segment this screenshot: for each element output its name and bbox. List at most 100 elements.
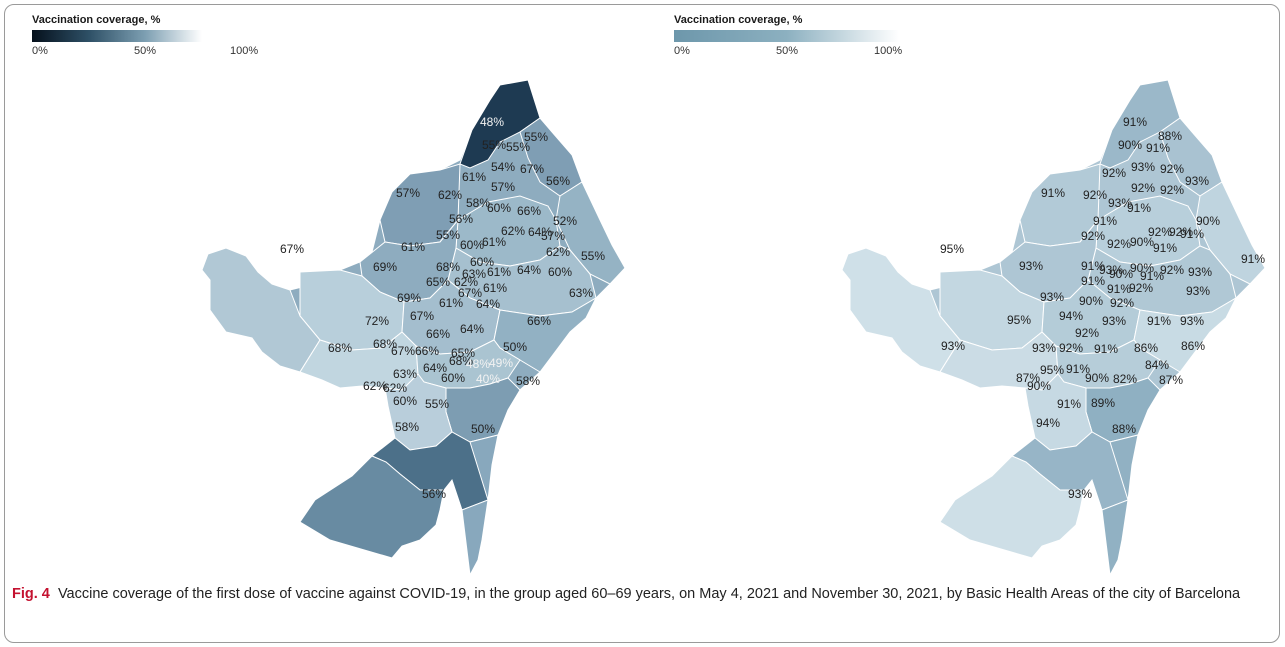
coverage-label: 63% — [462, 267, 486, 281]
coverage-label: 90% — [1085, 371, 1109, 385]
legend-gradient-bar — [32, 30, 202, 42]
coverage-label: 91% — [1241, 252, 1265, 266]
coverage-label: 93% — [1102, 314, 1126, 328]
coverage-label: 55% — [482, 138, 506, 152]
legend-tick: 50% — [776, 45, 799, 57]
coverage-label: 93% — [1180, 314, 1204, 328]
coverage-label: 61% — [401, 240, 425, 254]
coverage-label: 55% — [436, 228, 460, 242]
coverage-label: 92% — [1102, 166, 1126, 180]
coverage-label: 88% — [1158, 129, 1182, 143]
coverage-label: 54% — [491, 160, 515, 174]
coverage-label: 62% — [383, 381, 407, 395]
coverage-label: 63% — [569, 286, 593, 300]
legend-title: Vaccination coverage, % — [674, 14, 803, 26]
coverage-label: 64% — [517, 263, 541, 277]
legend-tick: 0% — [32, 45, 48, 57]
legend-tick: 100% — [230, 45, 259, 57]
coverage-label: 64% — [528, 225, 552, 239]
coverage-label: 93% — [1068, 487, 1092, 501]
coverage-label: 56% — [546, 174, 570, 188]
coverage-label: 94% — [1036, 416, 1060, 430]
coverage-label: 93% — [1131, 160, 1155, 174]
coverage-label: 60% — [460, 238, 484, 252]
health-area-region — [1195, 181, 1266, 285]
coverage-label: 91% — [1094, 342, 1118, 356]
coverage-label: 95% — [940, 242, 964, 256]
coverage-label: 61% — [439, 296, 463, 310]
coverage-label: 91% — [1057, 397, 1081, 411]
coverage-label: 82% — [1113, 372, 1137, 386]
coverage-label: 92% — [1131, 181, 1155, 195]
coverage-label: 68% — [328, 341, 352, 355]
coverage-label: 67% — [391, 344, 415, 358]
coverage-label: 72% — [365, 314, 389, 328]
coverage-label: 49% — [489, 356, 513, 370]
coverage-label: 90% — [1130, 261, 1154, 275]
coverage-label: 62% — [501, 224, 525, 238]
coverage-label: 62% — [454, 275, 478, 289]
coverage-label: 61% — [487, 265, 511, 279]
coverage-label: 91% — [1147, 314, 1171, 328]
coverage-label: 86% — [1134, 341, 1158, 355]
coverage-label: 68% — [436, 260, 460, 274]
coverage-label: 66% — [426, 327, 450, 341]
coverage-label: 52% — [553, 214, 577, 228]
coverage-label: 91% — [1123, 115, 1147, 129]
coverage-label: 91% — [1081, 259, 1105, 273]
health-area-region — [299, 455, 445, 559]
coverage-label: 93% — [1108, 196, 1132, 210]
coverage-label: 90% — [1130, 235, 1154, 249]
coverage-label: 60% — [548, 265, 572, 279]
health-area-region — [461, 434, 499, 577]
coverage-label: 93% — [1019, 259, 1043, 273]
coverage-label: 90% — [1118, 138, 1142, 152]
coverage-label: 68% — [449, 354, 473, 368]
coverage-label: 60% — [393, 394, 417, 408]
figure-caption: Fig. 4 Vaccine coverage of the first dos… — [12, 584, 1272, 604]
coverage-label: 60% — [487, 201, 511, 215]
coverage-label: 92% — [1160, 162, 1184, 176]
coverage-label: 64% — [476, 297, 500, 311]
coverage-label: 65% — [451, 346, 475, 360]
caption-text: Vaccine coverage of the first dose of va… — [57, 586, 1241, 602]
coverage-label: 62% — [363, 379, 387, 393]
map-may-2021: 48% 55% 55% 55% 61% 54% 67% 56% 57% 62% 58% 57% 66% 6… — [0, 70, 640, 580]
coverage-label: 94% — [1059, 309, 1083, 323]
coverage-label: 48% — [480, 115, 504, 129]
map-november-2021: 91% 88% 90% 91% 92% 93% 92% 93% 91% 92% 93% 92% 92% 9… — [640, 70, 1280, 580]
coverage-label: 62% — [438, 188, 462, 202]
coverage-label: 87% — [1159, 373, 1183, 387]
coverage-label: 91% — [1081, 274, 1105, 288]
coverage-label: 93% — [1188, 265, 1212, 279]
coverage-label: 61% — [483, 281, 507, 295]
coverage-label: 91% — [1140, 269, 1164, 283]
coverage-label: 67% — [520, 162, 544, 176]
coverage-label: 88% — [1112, 422, 1136, 436]
coverage-label: 91% — [1066, 362, 1090, 376]
coverage-label: 92% — [1110, 296, 1134, 310]
legend-right: Vaccination coverage, % 0% 50% 100% — [674, 14, 904, 64]
coverage-label: 69% — [373, 260, 397, 274]
coverage-label: 91% — [1146, 141, 1170, 155]
coverage-label: 57% — [541, 229, 565, 243]
coverage-label: 61% — [462, 170, 486, 184]
coverage-label: 92% — [1169, 225, 1193, 239]
coverage-label: 58% — [466, 196, 490, 210]
legend-tick: 0% — [674, 45, 690, 57]
coverage-label: 40% — [476, 372, 500, 386]
legend-left: Vaccination coverage, % 0% 50% 100% — [32, 14, 262, 64]
coverage-label: 56% — [422, 487, 446, 501]
coverage-label: 55% — [506, 140, 530, 154]
legend-tick: 50% — [134, 45, 157, 57]
coverage-label: 62% — [546, 245, 570, 259]
coverage-label: 90% — [1079, 294, 1103, 308]
coverage-label: 68% — [373, 337, 397, 351]
figure-frame — [4, 4, 1280, 643]
coverage-label: 55% — [581, 249, 605, 263]
coverage-label: 91% — [1093, 214, 1117, 228]
coverage-label: 65% — [426, 275, 450, 289]
legend-gradient-bar — [674, 30, 899, 42]
coverage-label: 50% — [471, 422, 495, 436]
coverage-label: 67% — [280, 242, 304, 256]
